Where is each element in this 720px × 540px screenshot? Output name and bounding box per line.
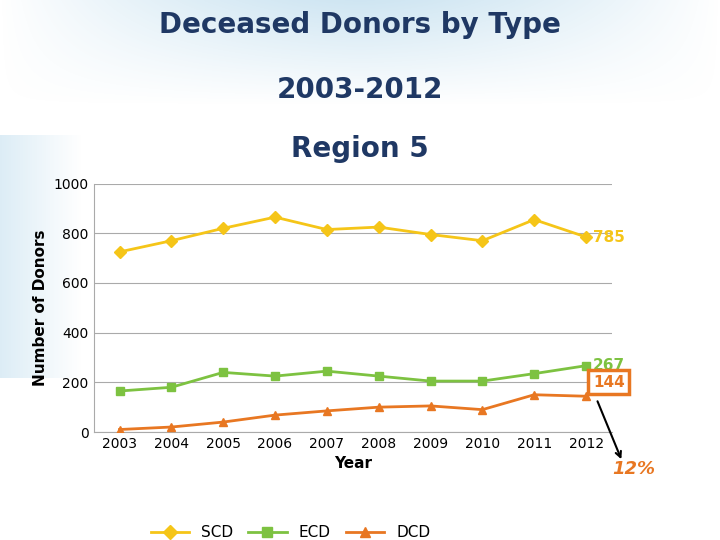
Text: Deceased Donors by Type: Deceased Donors by Type [159,11,561,39]
Text: 12%: 12% [612,460,655,478]
Text: Region 5: Region 5 [291,135,429,163]
X-axis label: Year: Year [334,456,372,471]
Text: 785: 785 [593,230,625,245]
Legend: SCD, ECD, DCD: SCD, ECD, DCD [145,519,437,540]
Y-axis label: Number of Donors: Number of Donors [33,230,48,386]
Text: 144: 144 [593,375,625,390]
Text: 267: 267 [593,358,625,373]
Text: 2003-2012: 2003-2012 [276,76,444,104]
